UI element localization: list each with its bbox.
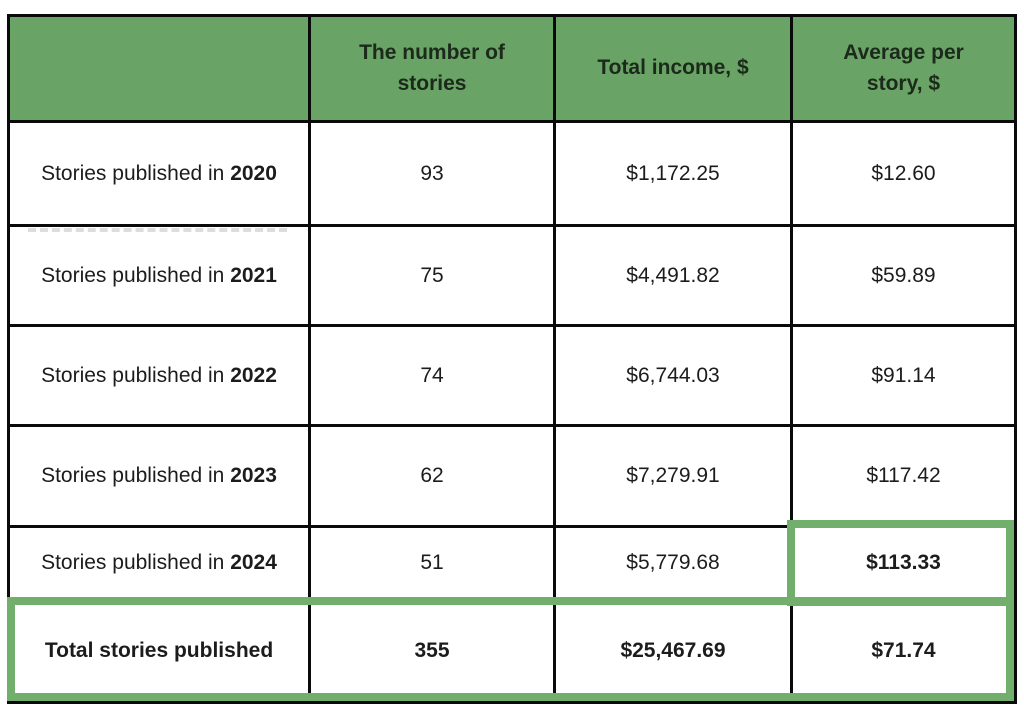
average-per-story-cell: $117.42 bbox=[790, 424, 1017, 528]
table-row-2022: Stories published in 2022 74 $6,744.03 $… bbox=[7, 324, 1017, 427]
stories-count-cell: 93 bbox=[308, 120, 556, 227]
header-cell-average-per-story: Average per story, $ bbox=[790, 14, 1017, 123]
row-label-text: Stories published in bbox=[41, 464, 231, 487]
table-row-2020: Stories published in 2020 93 $1,172.25 $… bbox=[7, 120, 1017, 227]
total-income-cell: $1,172.25 bbox=[553, 120, 793, 227]
row-label-year: 2021 bbox=[230, 263, 277, 287]
header-cell-number-of-stories: The number of stories bbox=[308, 14, 556, 123]
row-label: Stories published in 2024 bbox=[7, 525, 311, 600]
stories-count-cell: 75 bbox=[308, 224, 556, 327]
stories-count-cell: 62 bbox=[308, 424, 556, 528]
stories-count-cell: 74 bbox=[308, 324, 556, 427]
table-row-2021: Stories published in 2021 75 $4,491.82 $… bbox=[7, 224, 1017, 327]
row-label-year: 2020 bbox=[230, 161, 277, 185]
average-per-story-cell: $91.14 bbox=[790, 324, 1017, 427]
row-label: Stories published in 2022 bbox=[7, 324, 311, 427]
row-label: Stories published in 2021 bbox=[7, 224, 311, 327]
total-income-cell: $5,779.68 bbox=[553, 525, 793, 600]
total-income-cell: $7,279.91 bbox=[553, 424, 793, 528]
row-label: Stories published in 2023 bbox=[7, 424, 311, 528]
table-row-total: Total stories published 355 $25,467.69 $… bbox=[7, 597, 1017, 704]
total-average-cell: $71.74 bbox=[790, 597, 1017, 704]
total-income-cell: $6,744.03 bbox=[553, 324, 793, 427]
table-header: The number of stories Total income, $ Av… bbox=[7, 14, 1017, 123]
row-label-year: 2023 bbox=[230, 464, 277, 487]
average-per-story-cell: $12.60 bbox=[790, 120, 1017, 227]
row-label-year: 2024 bbox=[230, 550, 277, 574]
total-income-sum-cell: $25,467.69 bbox=[553, 597, 793, 704]
row-label: Stories published in 2020 bbox=[7, 120, 311, 227]
row-label-text: Stories published in bbox=[41, 161, 231, 185]
row-label-text: Stories published in bbox=[41, 263, 231, 287]
header-cell-total-income: Total income, $ bbox=[553, 14, 793, 123]
table-row-2024: Stories published in 2024 51 $5,779.68 $… bbox=[7, 525, 1017, 600]
income-table: The number of stories Total income, $ Av… bbox=[7, 14, 1017, 704]
stories-count-cell: 51 bbox=[308, 525, 556, 600]
average-per-story-cell: $59.89 bbox=[790, 224, 1017, 327]
table-body: Stories published in 2020 93 $1,172.25 $… bbox=[7, 120, 1017, 704]
total-row-label: Total stories published bbox=[7, 597, 311, 704]
row-label-text: Stories published in bbox=[41, 363, 231, 387]
row-label-text: Stories published in bbox=[41, 550, 231, 574]
total-income-cell: $4,491.82 bbox=[553, 224, 793, 327]
header-row: The number of stories Total income, $ Av… bbox=[7, 14, 1017, 123]
total-stories-count-cell: 355 bbox=[308, 597, 556, 704]
table-row-2023: Stories published in 2023 62 $7,279.91 $… bbox=[7, 424, 1017, 528]
header-cell-empty bbox=[7, 14, 311, 123]
stories-income-table: The number of stories Total income, $ Av… bbox=[7, 14, 1017, 704]
average-per-story-cell-highlighted: $113.33 bbox=[790, 525, 1017, 600]
row-label-year: 2022 bbox=[230, 363, 277, 387]
